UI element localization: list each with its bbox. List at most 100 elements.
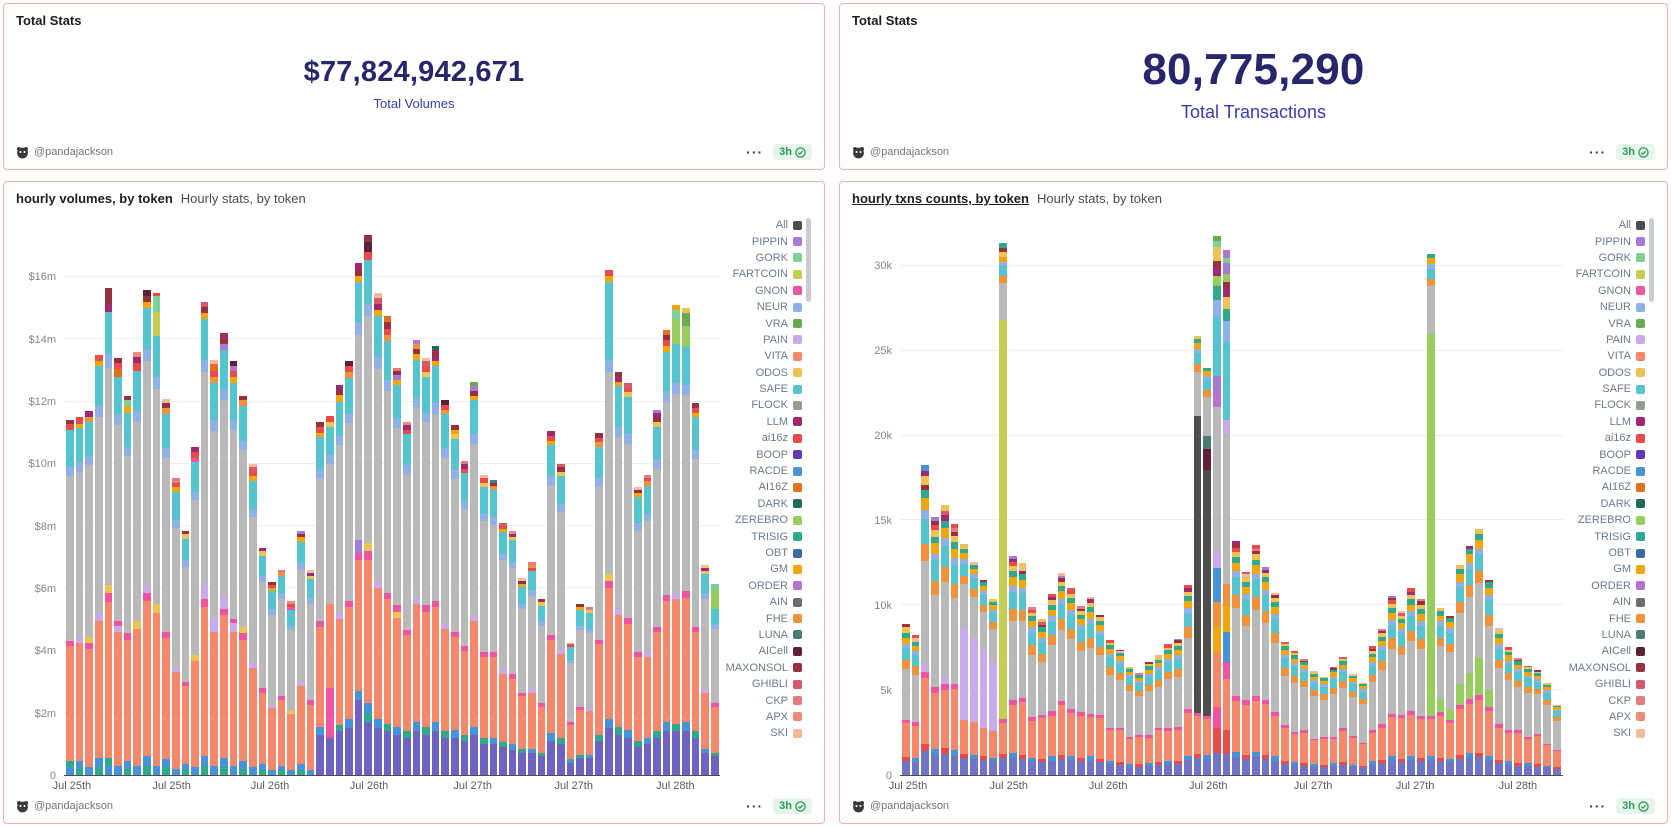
- bar-segment-VITA[interactable]: [393, 617, 401, 727]
- bar-segment-PIPPIN[interactable]: [1057, 575, 1066, 579]
- bar-segment-NEUR[interactable]: [1407, 611, 1416, 617]
- bar-segment-AI16Z[interactable]: [662, 330, 671, 335]
- bar-segment-SAFE[interactable]: [1446, 632, 1454, 644]
- bar-segment-RACDE[interactable]: [1047, 756, 1056, 761]
- bar-segment-TRISIG[interactable]: [595, 734, 603, 741]
- legend-item-All[interactable]: All: [726, 217, 802, 233]
- bar-segment-NEUR[interactable]: [931, 553, 939, 561]
- bar-segment-RACDE[interactable]: [585, 754, 594, 758]
- bar-segment-VITA[interactable]: [989, 730, 998, 759]
- bar-segment-RACDE[interactable]: [1203, 754, 1211, 759]
- bar-segment-FHE[interactable]: [1183, 627, 1192, 638]
- bar-segment-RACDE[interactable]: [1368, 761, 1377, 765]
- bar-segment-GNON[interactable]: [277, 695, 286, 701]
- bar-segment-MAXONSOL[interactable]: [1222, 282, 1231, 289]
- bar[interactable]: [999, 215, 1007, 775]
- bar-segment-NEUR[interactable]: [335, 435, 344, 446]
- bar-segment-OBT[interactable]: [1329, 765, 1338, 775]
- bar[interactable]: [248, 215, 257, 775]
- bar-segment-SAFE[interactable]: [1047, 621, 1056, 636]
- bar-segment-GNON[interactable]: [1222, 662, 1231, 680]
- bar-segment-VITA[interactable]: [1339, 730, 1348, 763]
- bar-segment-FHE[interactable]: [1407, 630, 1416, 641]
- bar-segment-GM[interactable]: [1174, 650, 1182, 656]
- bar-segment-NEUR[interactable]: [104, 355, 113, 368]
- bar[interactable]: [402, 215, 411, 775]
- legend-item-GHIBLI[interactable]: GHIBLI: [1569, 676, 1645, 692]
- bar-segment-ai16z[interactable]: [479, 477, 488, 483]
- bar-segment-RACDE[interactable]: [1213, 568, 1221, 602]
- bar[interactable]: [1261, 215, 1270, 775]
- bar-segment-ai16z[interactable]: [595, 437, 603, 443]
- bar[interactable]: [123, 215, 132, 775]
- bar-segment-TRISIG[interactable]: [691, 731, 700, 738]
- bar-segment-PAIN[interactable]: [200, 583, 209, 600]
- bar-segment-SAFE[interactable]: [104, 311, 113, 356]
- bar-segment-NEUR[interactable]: [1426, 264, 1435, 269]
- bar-segment-ORDER[interactable]: [229, 365, 238, 371]
- bar-segment-GM[interactable]: [1426, 258, 1435, 265]
- bar-segment-TRISIG[interactable]: [1115, 652, 1124, 657]
- bar-segment-ai16z[interactable]: [1290, 651, 1299, 653]
- bar-segment-OBT[interactable]: [1310, 766, 1318, 775]
- bar-segment-ai16z[interactable]: [1407, 588, 1416, 592]
- bar-segment-BOOP[interactable]: [441, 737, 449, 775]
- bar-segment-GM[interactable]: [1397, 623, 1406, 630]
- bar-segment-Other[interactable]: [364, 316, 372, 544]
- bar-segment-BOOP[interactable]: [528, 753, 536, 775]
- bar-segment-ai16z[interactable]: [383, 328, 392, 335]
- bar[interactable]: [1358, 215, 1367, 775]
- bar-segment-GNON[interactable]: [1251, 696, 1260, 702]
- bar-segment-TRISIG[interactable]: [1193, 338, 1202, 344]
- bar-segment-Other[interactable]: [710, 628, 719, 704]
- bar-segment-SAFE[interactable]: [499, 532, 507, 555]
- bar-segment-Other[interactable]: [1378, 669, 1386, 725]
- bar-segment-PAIN[interactable]: [374, 580, 382, 589]
- bar-segment-LLM[interactable]: [1378, 630, 1386, 634]
- chart-title-link[interactable]: hourly txns counts, by token: [852, 191, 1029, 206]
- bar-segment-SKI[interactable]: [1397, 611, 1406, 614]
- bar-segment-FHE[interactable]: [1543, 699, 1552, 705]
- bar-segment-SAFE[interactable]: [1300, 672, 1309, 681]
- bar-segment-Other[interactable]: [537, 625, 546, 704]
- bar-segment-SAFE[interactable]: [691, 417, 700, 450]
- bar-segment-VITA[interactable]: [364, 560, 372, 704]
- bar-segment-SKI[interactable]: [422, 358, 430, 362]
- bar-segment-Other[interactable]: [229, 429, 238, 620]
- bar-segment-ODOS[interactable]: [1368, 651, 1377, 654]
- bar-segment-MAXONSOL[interactable]: [653, 417, 661, 422]
- bar-segment-Other[interactable]: [1465, 596, 1474, 674]
- bar-segment-MAXONSOL[interactable]: [114, 358, 122, 363]
- bar-segment-FHE[interactable]: [383, 334, 392, 342]
- bar[interactable]: [306, 215, 315, 775]
- bar-segment-GM[interactable]: [1533, 675, 1542, 680]
- bar-segment-BOOP[interactable]: [518, 753, 526, 775]
- bar-segment-GM[interactable]: [316, 432, 324, 438]
- bar-segment-ODOS[interactable]: [1125, 666, 1134, 670]
- bar-segment-Other[interactable]: [999, 282, 1007, 321]
- bar-segment-MAXONSOL[interactable]: [1232, 544, 1241, 548]
- bar-segment-Other[interactable]: [191, 499, 199, 656]
- bar-segment-RACDE[interactable]: [152, 765, 161, 775]
- bar-segment-Other[interactable]: [1251, 609, 1260, 697]
- bar[interactable]: [1222, 215, 1231, 775]
- bar-segment-SAFE[interactable]: [911, 655, 920, 667]
- bar-segment-VITA[interactable]: [489, 656, 498, 738]
- bar-segment-FHE[interactable]: [1038, 653, 1046, 663]
- bar[interactable]: [1485, 215, 1493, 775]
- bar-segment-SAFE[interactable]: [960, 563, 969, 576]
- bar-segment-NEUR[interactable]: [181, 560, 190, 567]
- legend-item-VRA[interactable]: VRA: [726, 315, 802, 331]
- bar-segment-NEUR[interactable]: [1057, 598, 1066, 604]
- bar-segment-NEUR[interactable]: [710, 624, 719, 629]
- bar-segment-PAIN[interactable]: [672, 593, 680, 600]
- bar-segment-ai16z[interactable]: [1504, 646, 1513, 650]
- bar-segment-GNON[interactable]: [1533, 734, 1542, 736]
- legend-item-AIN[interactable]: AIN: [726, 594, 802, 610]
- bar-segment-GM[interactable]: [1339, 664, 1348, 669]
- bar-segment-GNON[interactable]: [1524, 736, 1532, 739]
- bar-segment-BOOP[interactable]: [412, 731, 421, 775]
- bar-segment-ai16z[interactable]: [605, 269, 613, 276]
- bar-segment-TRISIG[interactable]: [104, 757, 113, 766]
- bar-segment-SAFE[interactable]: [325, 426, 334, 455]
